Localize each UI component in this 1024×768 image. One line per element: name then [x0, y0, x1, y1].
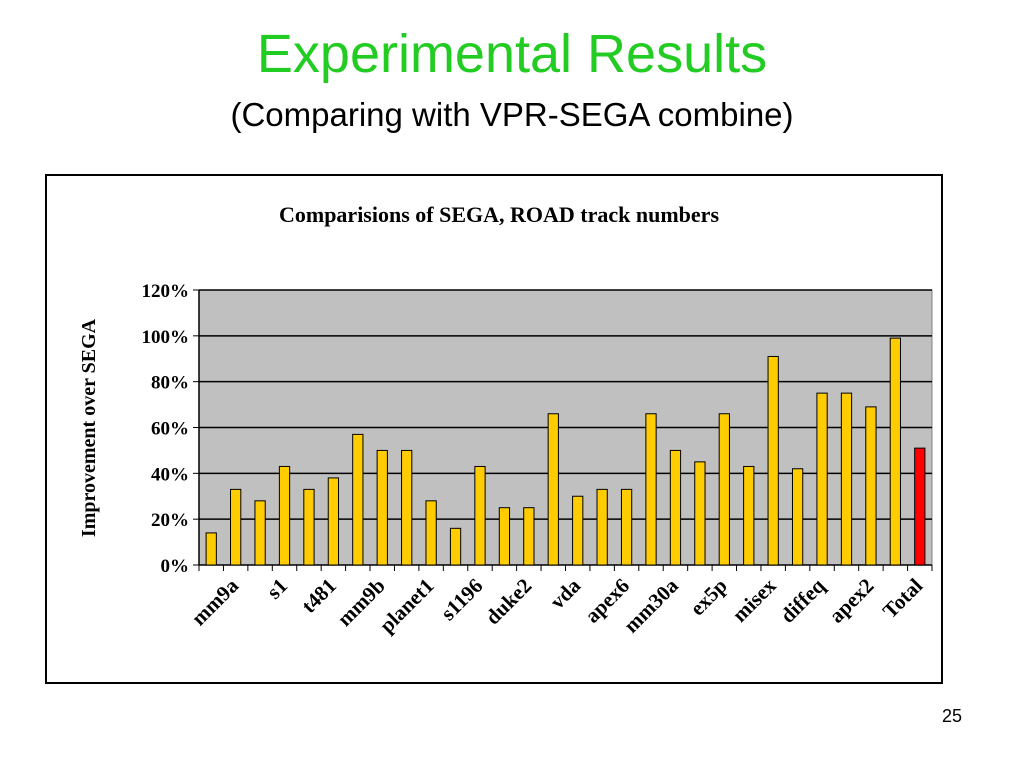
x-tick-label: duke2 — [481, 574, 537, 630]
x-tick-label: mm9a — [187, 573, 244, 630]
bar — [889, 337, 901, 566]
y-tick-label: 20% — [151, 510, 189, 531]
bar — [254, 500, 266, 566]
y-axis-label: Improvement over SEGA — [78, 318, 100, 537]
y-tick-label: 120% — [142, 281, 190, 302]
bar — [401, 449, 413, 566]
bar — [278, 465, 291, 566]
bar — [230, 488, 242, 566]
bar-chart: Comparisions of SEGA, ROAD track numbers… — [78, 202, 933, 638]
y-tick-label: 80% — [151, 373, 189, 394]
bar — [523, 507, 535, 566]
chart-title: Comparisions of SEGA, ROAD track numbers — [279, 202, 719, 227]
y-tick-label: 100% — [142, 327, 190, 348]
bar — [791, 468, 804, 566]
bar — [449, 527, 462, 566]
bar — [865, 406, 877, 566]
page-number: 25 — [941, 706, 962, 726]
x-tick-label: misex — [727, 573, 781, 627]
bar — [718, 413, 730, 566]
x-tick-label: vda — [545, 573, 585, 613]
bar — [498, 507, 511, 566]
x-tick-label: diffeq — [775, 573, 829, 627]
x-tick-label: planet1 — [375, 574, 439, 638]
bar — [645, 413, 657, 566]
bar — [620, 488, 633, 566]
bar — [816, 392, 828, 566]
x-tick-label: ex5p — [685, 574, 732, 621]
bar — [327, 477, 340, 566]
y-tick-label: 60% — [151, 419, 189, 440]
y-tick-label: 40% — [151, 464, 189, 485]
bar — [376, 449, 388, 566]
bar — [767, 355, 779, 566]
y-tick-label: 0% — [161, 556, 190, 577]
slide-subtitle: (Comparing with VPR-SEGA combine) — [230, 96, 794, 133]
x-tick-label: apex2 — [824, 574, 878, 628]
bar — [352, 433, 364, 566]
bar — [425, 500, 437, 566]
bar — [474, 465, 486, 566]
bar — [547, 413, 559, 566]
bar — [596, 488, 608, 566]
bar — [840, 392, 853, 566]
bar — [914, 447, 926, 566]
bar — [694, 461, 706, 566]
bar — [303, 488, 315, 566]
bar — [205, 532, 217, 566]
bar — [669, 449, 682, 566]
slide-title: Experimental Results — [256, 24, 768, 84]
bar — [572, 495, 584, 566]
x-tick-label: mm30a — [619, 573, 683, 637]
x-tick-label: s1196 — [436, 574, 488, 626]
x-tick-label: Total — [878, 573, 928, 623]
bar — [743, 465, 755, 566]
chart-frame: Comparisions of SEGA, ROAD track numbers… — [45, 174, 943, 684]
x-tick-label: s1 — [262, 574, 292, 604]
